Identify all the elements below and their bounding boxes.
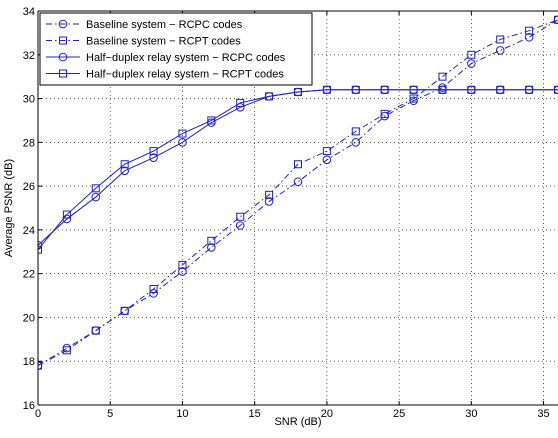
series-4-point <box>294 87 302 96</box>
legend-marker <box>59 69 67 78</box>
legend-label: Half−duplex relay system − RCPC codes <box>86 52 286 64</box>
series-2-point <box>207 236 216 245</box>
x-tick-label: 25 <box>393 408 405 420</box>
y-tick-label: 28 <box>23 137 35 149</box>
series-4-point <box>62 210 71 219</box>
axes <box>37 10 558 406</box>
series-2-point <box>294 160 302 169</box>
series-4-point <box>120 160 129 169</box>
series-2-point <box>467 50 476 59</box>
series-3-point <box>120 166 129 176</box>
series-2-point <box>62 346 71 355</box>
x-tick-label: 15 <box>249 408 261 420</box>
series-2-point <box>265 190 274 199</box>
series-4-point <box>525 85 534 94</box>
series-4-point <box>236 98 245 107</box>
series-4-point <box>38 245 42 254</box>
series-2-point <box>554 15 558 24</box>
series-2-point <box>380 109 389 118</box>
series-3-point <box>91 192 101 202</box>
x-axis-label: SNR (dB) <box>274 416 321 428</box>
series-4-point <box>554 85 558 94</box>
series-2-point <box>178 260 187 269</box>
y-tick-label: 34 <box>23 6 35 18</box>
series-1-point <box>264 197 274 206</box>
x-tick-label: 30 <box>465 408 477 420</box>
series-2-point <box>438 72 447 81</box>
series-2 <box>38 15 558 370</box>
series-4-point <box>467 85 476 94</box>
series-4-point <box>496 85 505 94</box>
legend-label: Baseline system − RCPT codes <box>86 36 241 48</box>
y-axis-label: Average PSNR (dB) <box>3 159 15 257</box>
series-4-point <box>265 92 274 101</box>
legend-item: Half−duplex relay system − RCPC codes <box>46 52 286 64</box>
series-3-point <box>178 138 187 147</box>
series-1-point <box>495 46 505 55</box>
series-1-point <box>293 177 303 187</box>
tick-labels: 0 5 10 15 20 25 30 35 16 18 20 22 24 26 28 30 32 34 <box>23 6 550 420</box>
y-tick-label: 20 <box>23 312 35 324</box>
series-4-point <box>207 116 216 125</box>
series-2-point <box>409 94 418 103</box>
legend-box <box>39 12 313 86</box>
y-tick-label: 32 <box>23 50 35 62</box>
y-tick-label: 22 <box>23 269 35 281</box>
legend-marker <box>58 52 68 62</box>
x-tick-label: 0 <box>35 408 41 420</box>
x-tick-label: 20 <box>321 408 333 420</box>
series-2-point <box>38 361 42 370</box>
series-1-point <box>524 32 534 42</box>
series-1-point <box>351 138 361 147</box>
legend: Baseline system − RCPC codes Baseline sys… <box>39 12 313 86</box>
series-3-point <box>149 153 158 162</box>
series-4-point <box>380 85 389 94</box>
series-1-line <box>38 19 558 367</box>
series-2-line <box>38 19 558 367</box>
series-2-point <box>496 35 505 44</box>
series-2-point <box>525 26 534 35</box>
series-4-point <box>351 85 360 94</box>
legend-marker <box>59 36 67 45</box>
series-4-point <box>178 129 187 138</box>
series-2-point <box>351 127 360 136</box>
series-2-point <box>120 306 129 315</box>
y-tick-label: 18 <box>23 356 35 368</box>
x-tick-label: 35 <box>537 408 549 420</box>
series-2-point <box>149 284 158 293</box>
series-1-point <box>207 243 216 252</box>
series-4 <box>38 85 558 254</box>
x-tick-label: 5 <box>107 408 113 420</box>
series-2-point <box>236 212 245 221</box>
legend-label: Baseline system − RCPC codes <box>86 19 243 31</box>
x-tick-label: 10 <box>176 408 188 420</box>
series-1-point <box>178 267 187 276</box>
series-layer <box>38 15 558 370</box>
series-4-point <box>438 85 447 94</box>
y-tick-label: 16 <box>23 400 35 412</box>
legend-item: Baseline system − RCPC codes <box>46 19 243 31</box>
series-2-point <box>91 326 100 335</box>
y-tick-label: 26 <box>23 181 35 193</box>
series-4-point <box>409 85 418 94</box>
series-4-point <box>91 184 100 193</box>
legend-item: Half−duplex relay system − RCPT codes <box>46 69 284 81</box>
y-tick-label: 24 <box>23 225 35 237</box>
series-4-point <box>149 147 158 156</box>
legend-marker <box>58 19 68 29</box>
series-1-point <box>467 59 476 68</box>
series-1-point <box>322 155 332 165</box>
legend-label: Half−duplex relay system − RCPT codes <box>86 69 284 81</box>
series-4-point <box>322 85 331 94</box>
series-1-point <box>235 221 245 230</box>
y-tick-label: 30 <box>23 94 35 106</box>
legend-item: Baseline system − RCPT codes <box>46 36 241 48</box>
series-2-point <box>322 147 331 156</box>
series-4-line <box>38 89 558 250</box>
